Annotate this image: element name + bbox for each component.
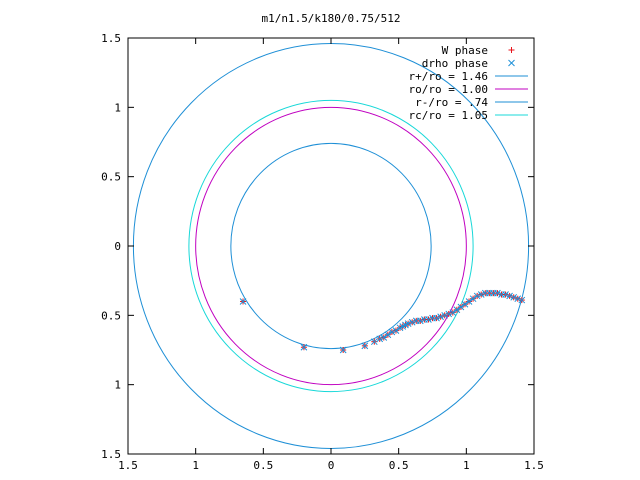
cross-b	[518, 296, 526, 304]
cross-b	[473, 292, 481, 300]
x-axis-ticks: 1.5 1 0.5 0 0.5 1 1.5	[118, 38, 544, 472]
drho-phase-point	[388, 328, 396, 336]
cross-b	[300, 343, 308, 351]
drho-phase-point	[457, 303, 465, 311]
y-axis-ticks: 1.5 1 0.5 0 0.5 1 1.5	[101, 32, 534, 461]
legend-label: r+/ro = 1.46	[409, 70, 488, 83]
data-points	[239, 289, 526, 354]
drho-phase-point	[502, 291, 509, 298]
drho-phase-point	[376, 335, 384, 343]
cross-b	[437, 313, 444, 321]
x-tick-label: 1.5	[524, 459, 544, 472]
drho-phase-point	[510, 293, 518, 301]
drho-phase-point	[445, 310, 453, 318]
cross-b	[453, 306, 461, 314]
drho-phase-point	[433, 314, 440, 322]
y-tick-label: 1	[114, 101, 121, 114]
legend-marker-sample	[508, 47, 515, 53]
x-tick-label: 1	[192, 459, 199, 472]
legend-label: W phase	[442, 44, 488, 57]
cross-b	[339, 346, 347, 354]
cross-b	[461, 300, 469, 308]
drho-phase-point	[473, 292, 481, 300]
drho-phase-point	[384, 331, 392, 339]
y-tick-label: 1.5	[101, 32, 121, 45]
drho-phase-point	[380, 334, 388, 341]
cross-b	[508, 59, 515, 67]
x-tick-label: 0	[328, 459, 335, 472]
cross-b	[445, 310, 453, 318]
drho-phase-point	[465, 298, 473, 305]
cross-b	[376, 335, 384, 343]
drho-phase-point	[518, 296, 526, 304]
drho-phase-point	[437, 313, 444, 321]
cross-b	[384, 331, 392, 339]
cross-b	[502, 291, 509, 298]
cross-b	[457, 303, 465, 311]
x-tick-label: 1.5	[118, 459, 138, 472]
y-tick-label: 0.5	[101, 309, 121, 322]
legend-label: rc/ro = 1.05	[409, 109, 488, 122]
cross-b	[465, 298, 473, 305]
cross-b	[388, 328, 396, 336]
drho-phase-point	[453, 306, 461, 314]
x-tick-label: 1	[463, 459, 470, 472]
y-tick-label: 1.5	[101, 448, 121, 461]
drho-phase-point	[425, 316, 432, 323]
drho-phase-point	[408, 318, 416, 326]
drho-phase-point	[506, 292, 513, 300]
circle-rcro-3	[188, 99, 474, 393]
drho-phase-point	[461, 300, 469, 308]
y-tick-label: 0.5	[101, 171, 121, 184]
drho-phase-point	[494, 289, 501, 297]
legend-label: ro/ro = 1.00	[409, 83, 488, 96]
x-tick-label: 0.5	[253, 459, 273, 472]
drho-phase-point	[339, 346, 347, 354]
cross-b	[416, 317, 424, 325]
drho-phase-point	[404, 320, 412, 328]
drho-phase-point	[239, 298, 247, 305]
cross-b	[506, 292, 513, 300]
drho-phase-point	[469, 295, 477, 303]
legend-marker-sample	[508, 59, 515, 67]
series-drho-phase	[239, 289, 526, 354]
cross-b	[392, 327, 400, 334]
circle-roro-1	[195, 106, 467, 386]
cross-b	[510, 293, 518, 301]
cross-b	[404, 320, 412, 328]
drho-phase-point	[514, 295, 522, 303]
cross-b	[441, 311, 449, 319]
y-tick-label: 0	[114, 240, 121, 253]
cross-b	[370, 338, 378, 346]
x-tick-label: 0.5	[389, 459, 409, 472]
cross-b	[408, 318, 416, 326]
y-tick-label: 1	[114, 379, 121, 392]
chart-title: m1/n1.5/k180/0.75/512	[261, 12, 400, 25]
legend-label: drho phase	[422, 57, 488, 70]
drho-phase-point	[370, 338, 378, 346]
cross-b	[361, 342, 369, 350]
drho-phase-point	[361, 342, 369, 350]
drho-phase-point	[416, 317, 424, 325]
cross-b	[469, 295, 477, 303]
drho-phase-point	[300, 343, 308, 351]
cross-b	[425, 316, 432, 323]
cross-b	[239, 298, 247, 305]
cross-b	[433, 314, 440, 322]
circle-rro-2	[230, 142, 432, 350]
drho-phase-point	[477, 291, 485, 298]
cross-b	[494, 289, 501, 297]
drho-phase-point	[441, 311, 449, 319]
series-w-phase	[240, 290, 525, 353]
cross-b	[380, 334, 388, 341]
cross-b	[477, 291, 485, 298]
cross-b	[449, 309, 457, 316]
cross-b	[514, 295, 522, 303]
drho-phase-point	[449, 309, 457, 316]
legend-label: r-/ro = .74	[415, 96, 488, 109]
drho-phase-point	[392, 327, 400, 334]
